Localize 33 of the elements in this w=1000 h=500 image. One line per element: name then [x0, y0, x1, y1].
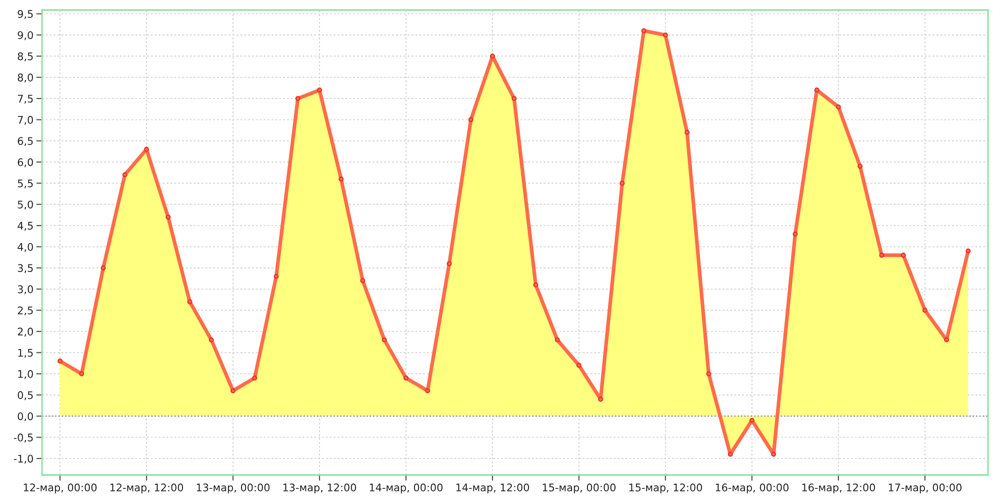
y-tick-label: 1,0 [18, 370, 33, 379]
y-tick-label: 3,0 [18, 285, 33, 294]
x-tick-label: 16-мар, 00:00 [716, 484, 789, 494]
x-tick-label: 13-мар, 00:00 [196, 484, 270, 494]
y-tick-label: 6,5 [18, 137, 33, 146]
y-tick-label: 2,5 [18, 306, 33, 316]
y-tick-label: 2,0 [18, 328, 33, 337]
x-tick-label: 13-мар, 12:00 [283, 484, 356, 494]
y-tick-label: 6,0 [18, 158, 33, 168]
y-tick-label: 3,5 [18, 264, 33, 274]
x-tick-label: 12-мар, 12:00 [110, 484, 184, 494]
y-tick-label: 4,0 [18, 242, 33, 252]
x-tick-label: 14-мар, 00:00 [370, 484, 443, 494]
x-tick-label: 16-мар, 12:00 [802, 484, 876, 494]
y-tick-label: 5,0 [18, 200, 33, 210]
y-tick-label: 7,0 [18, 116, 33, 125]
y-tick-label: 7,5 [18, 94, 33, 104]
y-tick-label: 9,0 [18, 31, 33, 40]
y-tick-label: 1,5 [18, 348, 33, 358]
x-tick-label: 12-мар, 00:00 [24, 484, 97, 494]
y-tick-label: -1,0 [14, 454, 33, 464]
y-tick-label: 0,5 [18, 391, 33, 400]
x-tick-label: 14-мар, 12:00 [456, 484, 530, 494]
y-tick-label: 9,5 [18, 10, 33, 19]
x-tick-label: 17-мар, 00:00 [888, 484, 962, 494]
x-tick-label: 15-мар, 00:00 [542, 484, 616, 494]
y-tick-label: 5,5 [18, 180, 33, 188]
y-tick-label: -0,5 [14, 434, 33, 442]
x-tick-label: 15-мар, 12:00 [629, 484, 702, 494]
y-tick-label: 4,5 [18, 222, 33, 231]
y-tick-label: 8,5 [18, 52, 33, 62]
y-tick-label: 0,0 [18, 412, 33, 422]
y-tick-label: 8,0 [18, 74, 33, 83]
